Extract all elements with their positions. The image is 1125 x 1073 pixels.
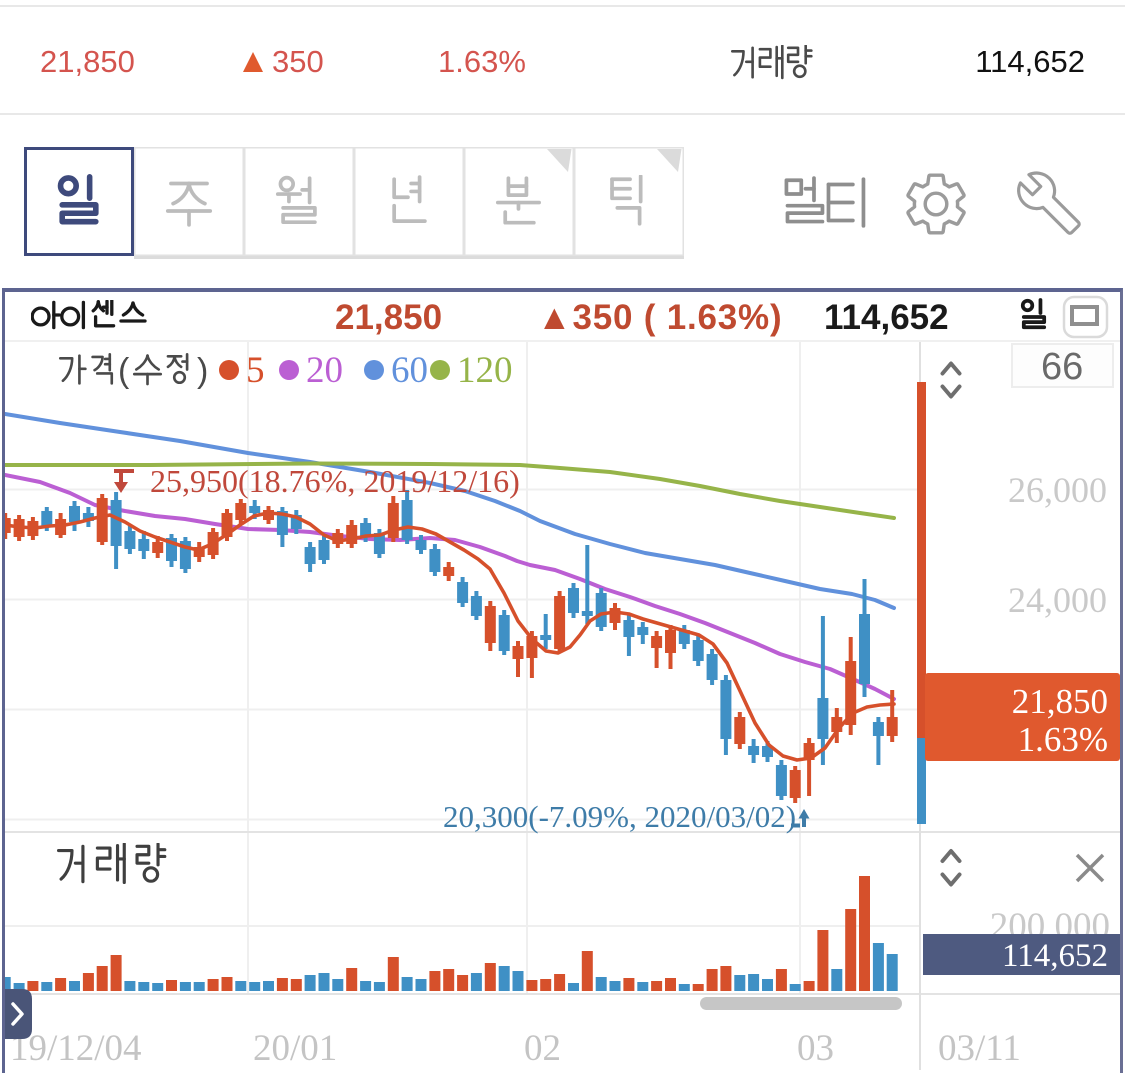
svg-text:03/11: 03/11	[938, 1028, 1021, 1069]
svg-text:1.63%: 1.63%	[1018, 720, 1108, 759]
svg-text:66: 66	[1041, 346, 1083, 388]
svg-text:114,652: 114,652	[824, 298, 949, 337]
svg-text:21,850: 21,850	[1012, 682, 1108, 721]
svg-text:20: 20	[306, 350, 343, 391]
svg-text:19/12/04: 19/12/04	[10, 1028, 142, 1069]
svg-text:60: 60	[391, 350, 428, 391]
svg-text:25,950(18.76%, 2019/12/16): 25,950(18.76%, 2019/12/16)	[150, 463, 520, 499]
svg-text:120: 120	[457, 350, 513, 391]
svg-text:114,652: 114,652	[1002, 938, 1108, 974]
svg-text:): )	[197, 352, 208, 390]
svg-text:20/01: 20/01	[253, 1028, 337, 1069]
svg-text:5: 5	[246, 350, 265, 391]
svg-text:02: 02	[524, 1028, 561, 1069]
svg-text:21,850: 21,850	[335, 298, 442, 337]
svg-text:24,000: 24,000	[1008, 580, 1107, 620]
svg-text:20,300(-7.09%, 2020/03/02): 20,300(-7.09%, 2020/03/02)	[443, 799, 796, 834]
svg-text:03: 03	[797, 1028, 834, 1069]
svg-text:(: (	[118, 352, 130, 390]
svg-text:▲350 ( 1.63%): ▲350 ( 1.63%)	[537, 298, 782, 337]
svg-text:26,000: 26,000	[1008, 470, 1107, 510]
